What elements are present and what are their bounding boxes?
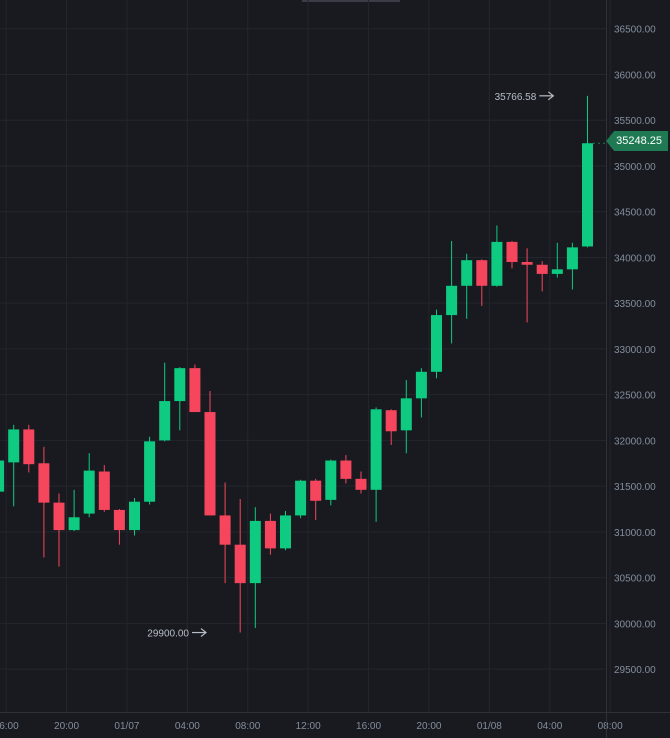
candle-up [461, 260, 473, 286]
candle-up [446, 285, 458, 316]
candle-up [551, 269, 563, 274]
candle-down [340, 460, 352, 479]
candle-down [38, 463, 50, 503]
x-tick-label: 01/07 [114, 721, 139, 732]
candle-up [280, 515, 291, 549]
y-tick-label: 36500.00 [614, 25, 656, 36]
candle-up [566, 247, 578, 270]
x-tick-label: 20:00 [416, 721, 441, 732]
y-tick-label: 36000.00 [614, 70, 656, 81]
x-tick-label: 16:00 [0, 721, 19, 732]
low-annotation-label: 29900.00 [147, 629, 189, 640]
candle-up [144, 441, 156, 502]
candle-up [415, 371, 427, 399]
candle-up [370, 409, 382, 490]
y-tick-label: 30500.00 [614, 574, 656, 585]
y-tick-label: 32000.00 [614, 436, 656, 447]
x-tick-label: 08:00 [235, 721, 260, 732]
candle-down [234, 544, 246, 584]
y-tick-label: 34500.00 [614, 208, 656, 219]
candle-down [536, 264, 548, 274]
x-tick-label: 04:00 [175, 721, 200, 732]
candle-down [310, 480, 322, 501]
candle-down [264, 520, 276, 549]
candle-down [189, 368, 201, 413]
candle-down [23, 429, 35, 465]
candle-up [159, 401, 171, 441]
candle-up [129, 501, 140, 531]
x-tick-label: 12:00 [296, 721, 321, 732]
y-tick-label: 35500.00 [614, 116, 656, 127]
candle-up [295, 480, 307, 516]
annotation-arrow-head [547, 91, 555, 101]
y-tick-label: 30000.00 [614, 619, 656, 630]
top-tab-indicator [302, 0, 400, 2]
candle-up [582, 143, 593, 247]
y-tick-label: 31500.00 [614, 482, 656, 493]
y-tick-label: 32500.00 [614, 391, 656, 402]
candles-group [0, 95, 593, 633]
candle-down [98, 471, 110, 510]
x-tick-label: 20:00 [54, 721, 79, 732]
x-tick-label: 01/08 [477, 721, 502, 732]
x-tick-label: 16:00 [356, 721, 381, 732]
candle-down [219, 515, 231, 545]
candle-up [174, 368, 186, 402]
y-tick-label: 29500.00 [614, 665, 656, 676]
candle-up [249, 520, 261, 584]
y-tick-label: 34000.00 [614, 253, 656, 264]
candle-down [113, 509, 125, 531]
candle-down [53, 502, 65, 531]
candle-down [506, 241, 518, 263]
candle-up [68, 517, 80, 531]
candle-up [325, 460, 337, 500]
candle-down [355, 478, 367, 490]
candle-up [431, 315, 442, 372]
candle-up [491, 241, 503, 286]
annotation-arrow-head [200, 628, 207, 638]
y-tick-label: 33500.00 [614, 299, 656, 310]
candle-down [385, 410, 397, 432]
candle-down [204, 412, 216, 516]
high-annotation-label: 35766.58 [495, 92, 537, 103]
candle-up [400, 398, 412, 431]
candle-up [83, 470, 95, 514]
candle-down [476, 260, 488, 286]
y-tick-label: 31000.00 [614, 528, 656, 539]
y-tick-label: 35000.00 [614, 162, 656, 173]
y-tick-label: 33000.00 [614, 345, 656, 356]
candle-down [521, 262, 533, 265]
current-price-tag: 35248.25 [606, 131, 668, 151]
candle-up [8, 429, 20, 463]
x-tick-label: 08:00 [598, 721, 623, 732]
candle-up [0, 460, 5, 492]
x-tick-label: 04:00 [537, 721, 562, 732]
